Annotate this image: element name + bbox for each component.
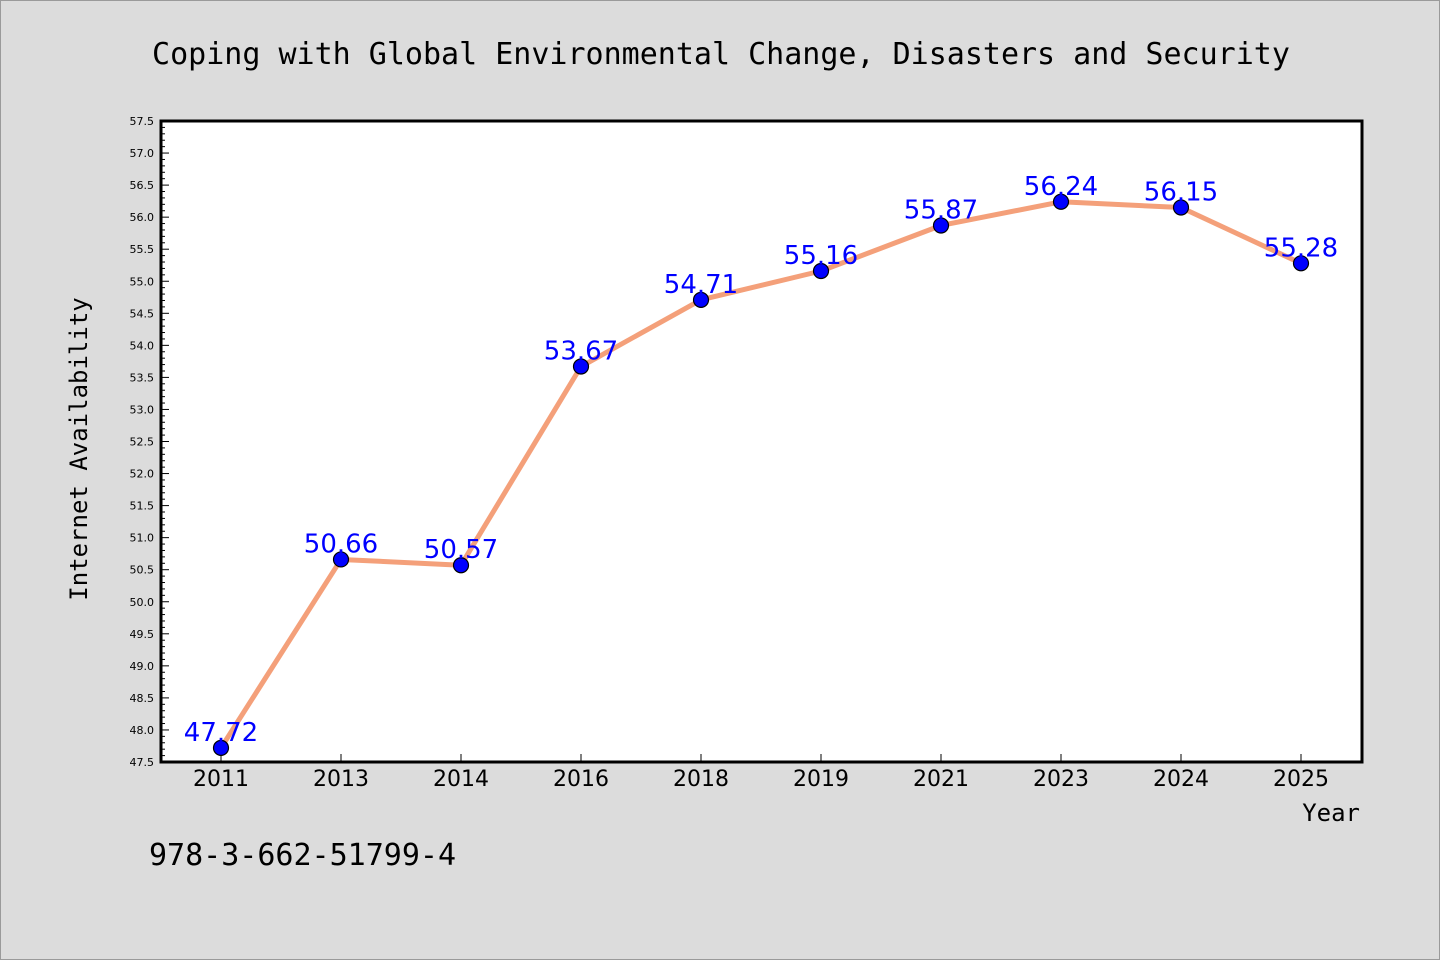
y-tick-label: 55.5 <box>130 243 155 256</box>
y-tick-label: 48.5 <box>130 692 155 705</box>
x-tick-label: 2023 <box>1033 767 1089 792</box>
x-axis: 2011 2013 2014 2016 2018 2019 2021 2023 2024 2025 <box>193 754 1329 792</box>
y-tick-label: 52.0 <box>130 468 155 481</box>
y-tick-label: 54.5 <box>130 307 155 320</box>
data-label: 47.72 <box>184 718 258 748</box>
plot-area <box>159 119 1364 764</box>
data-point <box>572 358 590 375</box>
y-tick-label: 51.5 <box>130 500 155 513</box>
series-layer <box>212 193 1310 756</box>
data-label: 55.16 <box>784 241 858 271</box>
data-label: 56.15 <box>1144 178 1218 208</box>
data-point <box>1172 199 1190 216</box>
x-tick-label: 2019 <box>793 767 849 792</box>
y-tick-label: 54.0 <box>130 339 155 352</box>
data-point <box>1292 255 1310 272</box>
x-tick-label: 2013 <box>313 767 369 792</box>
y-tick-label: 51.0 <box>130 532 155 545</box>
x-tick-label: 2021 <box>913 767 969 792</box>
y-tick-label: 48.0 <box>130 724 155 737</box>
data-label: 54.71 <box>664 270 738 300</box>
y-axis-label: Internet Availability <box>65 297 93 600</box>
data-point <box>1052 193 1070 210</box>
y-tick-label: 57.0 <box>130 147 155 160</box>
data-point <box>812 262 830 280</box>
data-point <box>692 291 710 308</box>
data-label: 55.87 <box>904 195 978 225</box>
y-tick-label: 53.5 <box>130 371 155 384</box>
data-labels: 47.72 50.66 50.57 53.67 54.71 55.16 55.87 56.24… <box>184 172 1338 748</box>
y-axis: 47.5 48.0 48.5 49.0 49.5 50.0 50.5 51.0 51.5 52.0… <box>130 115 169 769</box>
y-tick-label: 56.5 <box>130 179 155 192</box>
x-tick-label: 2016 <box>553 767 609 792</box>
data-label: 55.28 <box>1264 233 1338 263</box>
y-tick-label: 55.0 <box>130 275 155 288</box>
x-tick-label: 2018 <box>673 767 729 792</box>
data-label: 53.67 <box>544 337 618 367</box>
y-tick-label: 49.5 <box>130 628 155 641</box>
series-line <box>218 199 1304 751</box>
chart-title: Coping with Global Environmental Change,… <box>152 37 1290 72</box>
y-tick-label: 57.5 <box>130 115 155 128</box>
x-axis-label: Year <box>1302 799 1360 827</box>
y-tick-label: 50.5 <box>130 564 155 577</box>
data-label: 50.57 <box>424 535 498 565</box>
data-label: 50.66 <box>304 529 378 559</box>
x-tick-label: 2024 <box>1153 767 1209 792</box>
y-tick-label: 56.0 <box>130 211 155 224</box>
y-tick-label: 52.5 <box>130 436 155 449</box>
y-tick-label: 53.0 <box>130 403 155 416</box>
data-point <box>332 551 350 568</box>
data-point <box>932 217 950 234</box>
y-tick-label: 50.0 <box>130 596 155 609</box>
y-tick-label: 49.0 <box>130 660 155 673</box>
data-label: 56.24 <box>1024 172 1098 202</box>
y-tick-label: 47.5 <box>130 756 155 769</box>
footnote-isbn: 978-3-662-51799-4 <box>149 838 456 873</box>
data-point <box>212 739 230 756</box>
x-tick-label: 2011 <box>193 767 249 792</box>
x-tick-label: 2025 <box>1273 767 1329 792</box>
x-tick-label: 2014 <box>433 767 489 792</box>
data-point <box>452 557 470 574</box>
